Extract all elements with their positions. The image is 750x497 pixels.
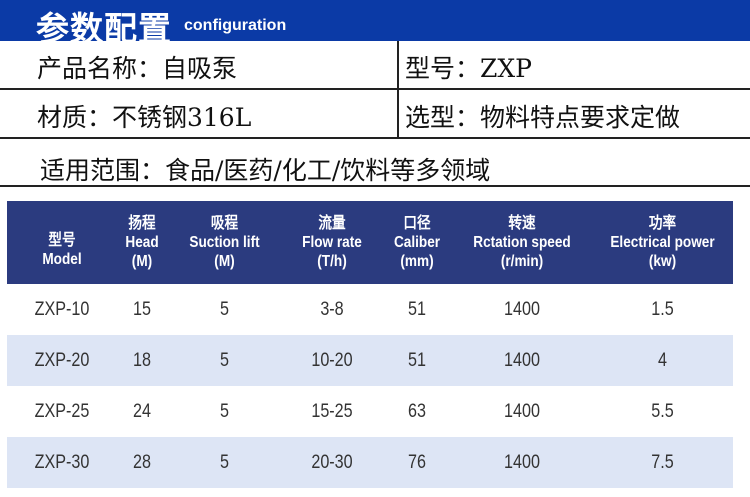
table-cell: 63 xyxy=(408,400,426,422)
table-cell: 7.5 xyxy=(651,451,674,473)
material: 材质：不锈钢316L xyxy=(37,103,252,132)
col-head: 扬程 Head (M) xyxy=(125,215,159,270)
col-power: 功率 Electrical power (kw) xyxy=(610,215,715,270)
info-row-3: 适用范围：食品/医药/化工/饮料等多领域 xyxy=(0,139,750,187)
table-cell: 20-30 xyxy=(311,451,353,473)
table-header: 型号 Model 扬程 Head (M) 吸程 Suction lift (M) 流量 Fl… xyxy=(7,201,733,284)
table-cell: ZXP-30 xyxy=(34,451,90,473)
col-flow: 流量 Flow rate (T/h) xyxy=(302,215,362,270)
table-cell: 1400 xyxy=(504,400,540,422)
table-cell: 51 xyxy=(408,298,426,320)
table-cell: 4 xyxy=(657,349,667,371)
product-name: 产品名称：自吸泵 xyxy=(37,54,238,83)
table-row: ZXP-10 15 5 3-8 51 1400 1.5 xyxy=(7,284,733,335)
table-cell: 5 xyxy=(219,400,229,422)
table-cell: 28 xyxy=(133,451,151,473)
table-cell: 5 xyxy=(219,349,229,371)
col-caliber: 口径 Caliber (mm) xyxy=(393,215,441,270)
table-cell: 1400 xyxy=(504,451,540,473)
section-banner: 参数配置 configuration xyxy=(0,0,750,48)
table-row: ZXP-20 18 5 10-20 51 1400 4 xyxy=(7,335,733,386)
model: 型号：ZXP xyxy=(405,54,532,83)
table-cell: 1.5 xyxy=(651,298,674,320)
spec-table: 型号 Model 扬程 Head (M) 吸程 Suction lift (M) 流量 Fl… xyxy=(7,201,733,488)
banner-title-en: configuration xyxy=(184,17,287,34)
application: 适用范围：食品/医药/化工/饮料等多领域 xyxy=(40,156,491,185)
table-cell: 5 xyxy=(219,298,229,320)
info-row-2: 材质：不锈钢316L 选型：物料特点要求定做 xyxy=(0,90,750,139)
table-cell: 15 xyxy=(133,298,151,320)
col-suction: 吸程 Suction lift (M) xyxy=(189,215,260,270)
divider xyxy=(397,41,399,138)
info-row-1: 产品名称：自吸泵 型号：ZXP xyxy=(0,41,750,90)
table-cell: 18 xyxy=(133,349,151,371)
table-cell: ZXP-20 xyxy=(34,349,90,371)
table-cell: ZXP-25 xyxy=(34,400,90,422)
table-cell: 51 xyxy=(408,349,426,371)
table-cell: 76 xyxy=(408,451,426,473)
table-cell: 3-8 xyxy=(320,298,344,320)
table-cell: 1400 xyxy=(504,349,540,371)
table-cell: 10-20 xyxy=(311,349,353,371)
table-cell: 15-25 xyxy=(311,400,353,422)
col-speed: 转速 Rctation speed (r/min) xyxy=(473,215,571,270)
table-cell: 5 xyxy=(219,451,229,473)
col-model: 型号 Model xyxy=(42,231,82,268)
table-cell: 5.5 xyxy=(651,400,674,422)
table-cell: 24 xyxy=(133,400,151,422)
table-cell: ZXP-10 xyxy=(34,298,90,320)
table-cell: 1400 xyxy=(504,298,540,320)
table-row: ZXP-30 28 5 20-30 76 1400 7.5 xyxy=(7,437,733,488)
selection: 选型：物料特点要求定做 xyxy=(405,103,681,132)
banner-title-zh: 参数配置 xyxy=(36,9,172,48)
table-row: ZXP-25 24 5 15-25 63 1400 5.5 xyxy=(7,386,733,437)
